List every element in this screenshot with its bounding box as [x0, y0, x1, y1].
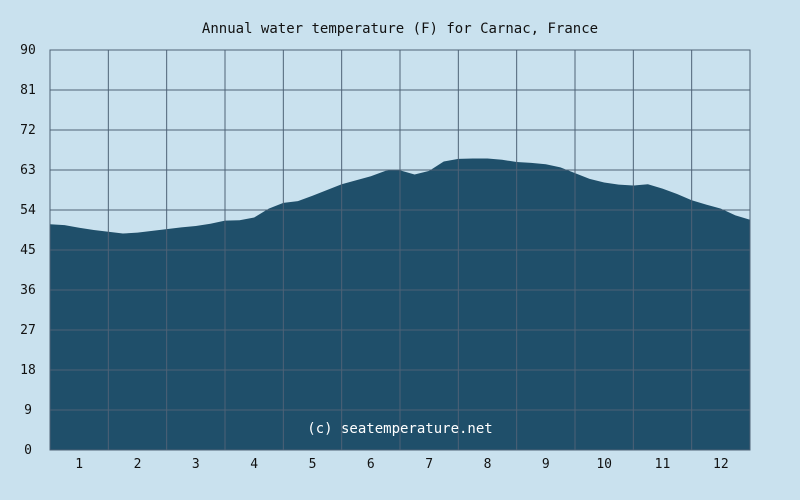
- y-tick-label: 72: [20, 123, 36, 138]
- y-tick-label: 18: [20, 363, 36, 378]
- watermark-text: (c) seatemperature.net: [307, 421, 492, 437]
- y-tick-label: 63: [20, 163, 36, 178]
- x-tick-label: 8: [484, 457, 492, 472]
- x-tick-label: 9: [542, 457, 550, 472]
- y-tick-label: 27: [20, 323, 36, 338]
- y-tick-label: 90: [20, 43, 36, 58]
- chart-title: Annual water temperature (F) for Carnac,…: [202, 21, 598, 37]
- y-axis-ticks: 0 9 18 27 36 45 54 63 72 81 90: [20, 43, 36, 458]
- y-tick-label: 36: [20, 283, 36, 298]
- y-tick-label: 54: [20, 203, 36, 218]
- x-tick-label: 5: [309, 457, 317, 472]
- x-tick-label: 12: [713, 457, 729, 472]
- x-tick-label: 6: [367, 457, 375, 472]
- grid-lines: [49, 49, 751, 451]
- x-tick-label: 7: [425, 457, 433, 472]
- y-tick-label: 45: [20, 243, 36, 258]
- y-tick-label: 9: [24, 403, 32, 418]
- x-tick-label: 3: [192, 457, 200, 472]
- x-tick-label: 4: [250, 457, 258, 472]
- x-tick-label: 1: [75, 457, 83, 472]
- y-tick-label: 81: [20, 83, 36, 98]
- x-tick-label: 2: [134, 457, 142, 472]
- y-tick-label: 0: [24, 443, 32, 458]
- x-axis-ticks: 1 2 3 4 5 6 7 8 9 10 11 12: [75, 457, 728, 472]
- x-tick-label: 10: [596, 457, 612, 472]
- x-tick-label: 11: [655, 457, 671, 472]
